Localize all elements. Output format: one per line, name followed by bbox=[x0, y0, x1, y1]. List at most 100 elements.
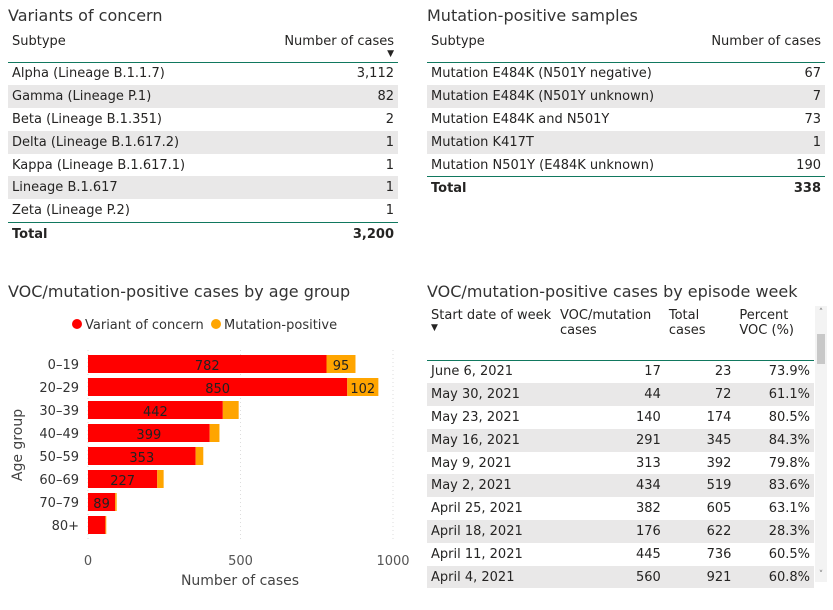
week-table: Start date of week ▼ VOC/mutation cases Tot… bbox=[427, 308, 814, 589]
scroll-down-icon[interactable]: ˅ bbox=[818, 570, 824, 580]
total-cell: 338 bbox=[690, 176, 825, 201]
table-row[interactable]: Mutation N501Y (E484K unknown) 190 bbox=[427, 154, 825, 177]
table-cell: Lineage B.1.617 bbox=[8, 176, 245, 200]
table-cell: 519 bbox=[664, 474, 736, 498]
table-cell: 622 bbox=[664, 520, 736, 543]
table-cell: 382 bbox=[636, 501, 661, 517]
bar-segment bbox=[88, 378, 348, 396]
table-cell: April 4, 2021 bbox=[427, 565, 556, 589]
age-group-chart: 0 500 1000 Variant of concern Mutation-posit… bbox=[10, 318, 410, 589]
y-tick-label: 50–59 bbox=[39, 450, 79, 465]
scroll-thumb[interactable] bbox=[817, 334, 825, 364]
table-cell: 72 bbox=[664, 383, 736, 407]
scrollbar[interactable]: ˄ ˅ bbox=[815, 306, 827, 582]
total-cell: Total bbox=[427, 176, 691, 201]
table-row[interactable]: April 4, 2021 560 921 60.8% bbox=[427, 565, 814, 589]
column-header[interactable]: Subtype bbox=[12, 34, 66, 49]
table-cell: May 16, 2021 bbox=[427, 428, 556, 452]
table-row[interactable]: Kappa (Lineage B.1.617.1) 1 bbox=[8, 154, 398, 177]
table-cell: 560 bbox=[556, 565, 665, 589]
table-cell: Mutation N501Y (E484K unknown) bbox=[431, 157, 655, 173]
table-row[interactable]: April 25, 2021 382 605 63.1% bbox=[427, 497, 814, 520]
table-cell: Alpha (Lineage B.1.1.7) bbox=[12, 66, 165, 82]
table-row[interactable]: April 18, 2021 176 622 28.3% bbox=[427, 520, 814, 543]
data-label: 227 bbox=[110, 474, 135, 489]
table-cell: 1 bbox=[690, 130, 825, 154]
column-header[interactable]: Number of cases ▼ bbox=[244, 34, 398, 62]
table-row[interactable]: May 2, 2021 434 519 83.6% bbox=[427, 474, 814, 498]
y-tick-label: 20–29 bbox=[39, 381, 79, 396]
table-row[interactable]: May 9, 2021 313 392 79.8% bbox=[427, 452, 814, 475]
table-cell: 434 bbox=[556, 474, 665, 498]
table-row[interactable]: May 30, 2021 44 72 61.1% bbox=[427, 383, 814, 407]
y-tick-label: 30–39 bbox=[39, 404, 79, 419]
column-header[interactable]: Start date of week ▼ bbox=[431, 308, 552, 333]
table-cell: Gamma (Lineage P.1) bbox=[8, 85, 245, 109]
table-row[interactable]: Delta (Lineage B.1.617.2) 1 bbox=[8, 130, 398, 154]
table-cell: 1 bbox=[244, 176, 398, 200]
table-cell: 176 bbox=[556, 520, 665, 543]
column-header[interactable]: Percent VOC (%) bbox=[739, 308, 794, 338]
table-cell: 190 bbox=[796, 157, 821, 173]
column-header[interactable]: Total cases bbox=[668, 308, 706, 338]
table-cell: 82 bbox=[244, 85, 398, 109]
table-cell: 17 bbox=[644, 364, 661, 380]
table-row[interactable]: May 23, 2021 140 174 80.5% bbox=[427, 406, 814, 429]
y-tick-label: 40–49 bbox=[39, 427, 79, 442]
bar-segment bbox=[88, 355, 327, 373]
table-row[interactable]: Mutation E484K (N501Y unknown) 7 bbox=[427, 85, 825, 109]
bar-segment bbox=[157, 470, 164, 488]
data-label: 850 bbox=[205, 382, 230, 397]
column-header[interactable]: Number of cases bbox=[711, 34, 821, 49]
table-row[interactable]: Mutation K417T 1 bbox=[427, 130, 825, 154]
table-row[interactable]: Zeta (Lineage P.2) 1 bbox=[8, 199, 398, 222]
y-tick-label: 0–19 bbox=[48, 358, 79, 373]
table-cell: 73.9% bbox=[768, 364, 810, 380]
table-cell: 392 bbox=[706, 455, 732, 471]
table-cell: May 2, 2021 bbox=[427, 474, 556, 498]
table-cell: 2 bbox=[385, 111, 394, 127]
table-cell: 61.1% bbox=[735, 383, 814, 407]
total-cell: 3,200 bbox=[244, 222, 398, 246]
table-cell: 291 bbox=[556, 428, 665, 452]
table-cell: April 25, 2021 bbox=[431, 501, 523, 517]
week-table-title: VOC/mutation-positive cases by episode w… bbox=[427, 282, 798, 301]
table-row[interactable]: Mutation E484K and N501Y 73 bbox=[427, 108, 825, 131]
bar-segment bbox=[88, 447, 196, 465]
table-row[interactable]: Beta (Lineage B.1.351) 2 bbox=[8, 108, 398, 131]
table-cell: Kappa (Lineage B.1.617.1) bbox=[12, 157, 186, 173]
table-row[interactable]: Alpha (Lineage B.1.1.7) 3,112 bbox=[8, 62, 398, 85]
column-header[interactable]: Subtype bbox=[431, 34, 485, 49]
table-cell: 7 bbox=[690, 85, 825, 109]
column-header[interactable]: VOC/mutation cases bbox=[560, 308, 652, 338]
table-cell: April 18, 2021 bbox=[427, 520, 556, 543]
table-cell: Mutation E484K (N501Y negative) bbox=[431, 66, 652, 82]
table-row[interactable]: Mutation E484K (N501Y negative) 67 bbox=[427, 62, 825, 85]
bar-segment bbox=[115, 493, 117, 511]
table-row[interactable]: April 11, 2021 445 736 60.5% bbox=[427, 543, 814, 566]
mutation-table-title: Mutation-positive samples bbox=[427, 6, 638, 25]
table-row[interactable]: May 16, 2021 291 345 84.3% bbox=[427, 428, 814, 452]
table-row[interactable]: June 6, 2021 17 23 73.9% bbox=[427, 360, 814, 383]
table-cell: 60.5% bbox=[768, 546, 810, 562]
table-cell: 44 bbox=[556, 383, 665, 407]
table-cell: 79.8% bbox=[768, 455, 810, 471]
table-cell: Delta (Lineage B.1.617.2) bbox=[8, 130, 245, 154]
legend-marker bbox=[211, 319, 221, 329]
table-cell: 921 bbox=[664, 565, 736, 589]
table-cell: 174 bbox=[706, 409, 732, 425]
table-row[interactable]: Gamma (Lineage P.1) 82 bbox=[8, 85, 398, 109]
bar-segment bbox=[326, 355, 356, 373]
table-cell: 28.3% bbox=[735, 520, 814, 543]
data-label: 442 bbox=[143, 405, 168, 420]
table-cell: 1 bbox=[385, 203, 394, 219]
table-cell: 605 bbox=[706, 501, 732, 517]
table-cell: Mutation E484K and N501Y bbox=[431, 111, 610, 127]
table-row[interactable]: Lineage B.1.617 1 bbox=[8, 176, 398, 200]
chart-title: VOC/mutation-positive cases by age group bbox=[8, 282, 351, 301]
table-cell: 83.6% bbox=[735, 474, 814, 498]
table-cell: May 9, 2021 bbox=[431, 455, 512, 471]
scroll-up-icon[interactable]: ˄ bbox=[818, 308, 824, 318]
bar-segment bbox=[88, 424, 210, 442]
mutation-table: Subtype Number of cases Mutation E484K (N5… bbox=[427, 34, 825, 201]
